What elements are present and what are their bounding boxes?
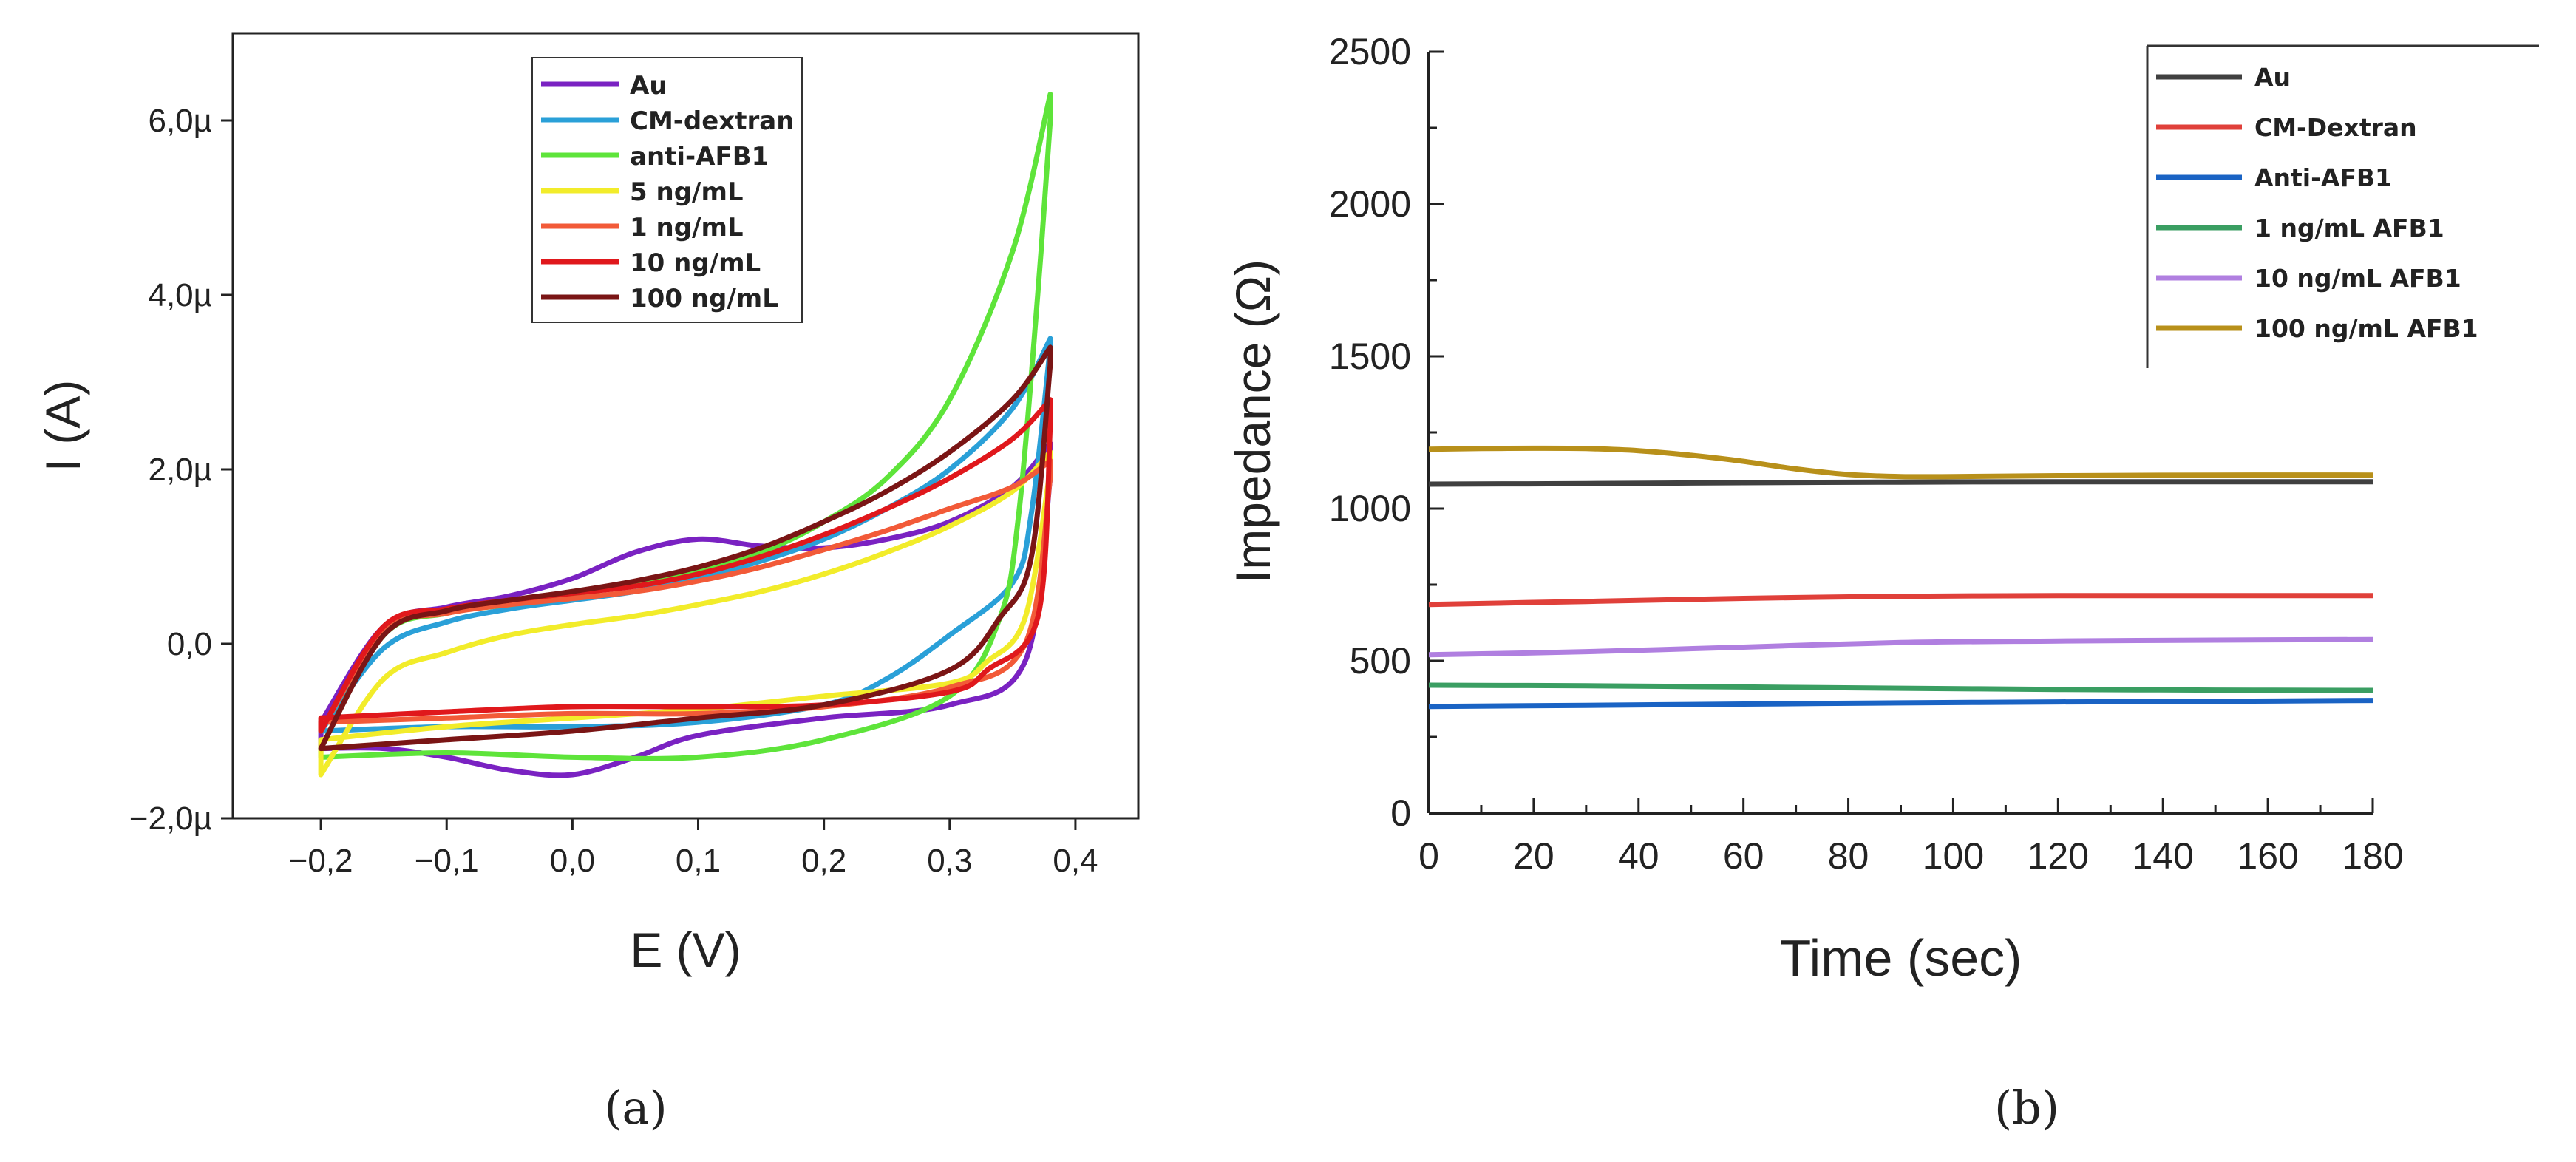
impedance-line xyxy=(1428,445,2373,480)
x-tick-label: 40 xyxy=(1618,835,1659,877)
impedance-line xyxy=(1428,636,2373,658)
legend-label: Au xyxy=(2254,63,2291,92)
legend-label: CM-dextran xyxy=(630,106,794,136)
y-tick-label: 2,0µ xyxy=(148,452,212,488)
impedance-line xyxy=(1428,682,2373,693)
panel-a-legend: Au CM-dextran anti-AFB1 5 ng/mL 1 ng/mL 10 ng… xyxy=(531,57,803,323)
y-tick-label: 500 xyxy=(1350,640,1411,682)
y-tick-label: 6,0µ xyxy=(148,103,212,139)
panel-b-y-axis-title: Impedance (Ω) xyxy=(1226,259,1280,583)
x-tick-label: −0,1 xyxy=(415,843,479,879)
y-tick-label: −2,0µ xyxy=(129,801,212,837)
x-tick-label: 0,2 xyxy=(801,843,846,879)
panel-a-x-axis-title: E (V) xyxy=(630,923,741,977)
panel-b-legend: Au CM-Dextran Anti-AFB1 1 ng/mL AFB1 10 ng/m… xyxy=(2146,44,2539,368)
legend-label: 10 ng/mL AFB1 xyxy=(2254,264,2461,293)
x-tick-label: 0,1 xyxy=(676,843,721,879)
x-tick-label: 20 xyxy=(1513,835,1554,877)
impedance-line xyxy=(1428,479,2373,487)
x-tick-label: 60 xyxy=(1723,835,1764,877)
panel-a-label: (a) xyxy=(604,1081,667,1135)
x-tick-label: 160 xyxy=(2237,835,2298,877)
x-tick-label: 140 xyxy=(2132,835,2194,877)
x-tick-label: 100 xyxy=(1923,835,1984,877)
panel-a-chart: −0,2 −0,1 0,0 0,1 0,2 0,3 0,4 −2,0µ 0,0 2,0µ 4,0µ 6… xyxy=(35,32,1140,1135)
panel-b-label: (b) xyxy=(1994,1081,2059,1135)
panel-b-ticks: 0 20 40 60 80 100 120 140 160 180 0 500 1000 1500 2000… xyxy=(1329,31,2404,877)
legend-label: 10 ng/mL xyxy=(630,248,761,278)
panel-b-chart: 0 20 40 60 80 100 120 140 160 180 0 500 1000 1500 2000… xyxy=(1226,31,2539,1135)
y-tick-label: 1500 xyxy=(1329,336,1411,377)
legend-label: Anti-AFB1 xyxy=(2254,163,2392,192)
x-tick-label: −0,2 xyxy=(289,843,353,879)
x-tick-label: 0,3 xyxy=(927,843,972,879)
y-tick-label: 2500 xyxy=(1329,31,1411,72)
x-tick-label: 0 xyxy=(1418,835,1439,877)
impedance-line xyxy=(1428,698,2373,710)
x-tick-label: 0,0 xyxy=(550,843,595,879)
panel-a-axes-frame xyxy=(231,32,1140,820)
y-tick-label: 0 xyxy=(1390,792,1411,834)
legend-label: 100 ng/mL xyxy=(630,284,778,313)
legend-label: 1 ng/mL AFB1 xyxy=(2254,214,2444,242)
panel-a-y-axis-title: I (A) xyxy=(35,380,90,472)
legend-label: 1 ng/mL xyxy=(630,213,744,242)
y-tick-label: 1000 xyxy=(1329,488,1411,529)
x-tick-label: 0,4 xyxy=(1053,843,1098,879)
legend-label: 5 ng/mL xyxy=(630,177,744,207)
cv-curve xyxy=(318,397,1053,734)
x-tick-label: 80 xyxy=(1828,835,1869,877)
x-tick-label: 120 xyxy=(2028,835,2089,877)
panel-b-x-axis-title: Time (sec) xyxy=(1780,929,2022,987)
x-tick-label: 180 xyxy=(2342,835,2403,877)
cv-curve xyxy=(318,344,1053,752)
cv-curve xyxy=(318,458,1053,734)
impedance-line xyxy=(1428,593,2373,608)
y-tick-label: 2000 xyxy=(1329,183,1411,225)
y-tick-label: 4,0µ xyxy=(148,277,212,313)
legend-label: anti-AFB1 xyxy=(630,142,769,171)
legend-label: CM-Dextran xyxy=(2254,113,2417,142)
legend-label: 100 ng/mL AFB1 xyxy=(2254,314,2478,343)
panel-b-series xyxy=(1428,445,2373,710)
y-tick-label: 0,0 xyxy=(167,626,212,662)
panel-a-ticks: −0,2 −0,1 0,0 0,1 0,2 0,3 0,4 −2,0µ 0,0 2,0µ 4,0µ 6… xyxy=(129,103,1098,879)
panel-a-series xyxy=(318,92,1053,778)
legend-label: Au xyxy=(630,71,667,101)
